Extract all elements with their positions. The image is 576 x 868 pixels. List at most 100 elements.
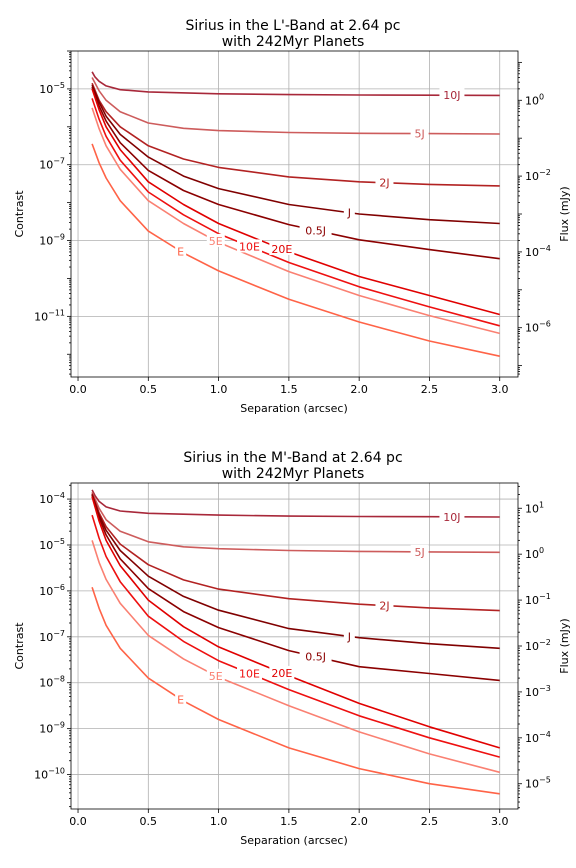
x-tick: 3.0 (491, 377, 509, 396)
series-label-bg-5E (206, 668, 225, 682)
x-tick: 0.0 (69, 809, 87, 828)
series-label-10J: 10J (443, 511, 460, 524)
series-label-20E: 20E (271, 243, 292, 256)
series-label-J: J (347, 207, 351, 220)
y2-tick: 10−6 (518, 320, 551, 335)
x-tick: 1.0 (210, 377, 228, 396)
y2-tick: 100 (518, 546, 544, 561)
series-line-0.5J (91, 86, 500, 260)
mband-title-line1: Sirius in the M'-Band at 2.64 pc (183, 450, 402, 466)
x-tick: 1.5 (280, 377, 298, 396)
x-tick: 2.5 (421, 809, 439, 828)
mband-title-line2: with 242Myr Planets (222, 466, 365, 482)
y2-tick: 10−4 (518, 244, 551, 259)
y2-tick: 101 (518, 500, 544, 515)
series-line-J (91, 84, 500, 225)
x-tick-label: 3.0 (491, 815, 509, 828)
series-label-bg-E (175, 692, 187, 706)
y-tick: 10−9 (39, 233, 71, 248)
series-line-5E (91, 107, 500, 335)
series-label-0.5J: 0.5J (305, 651, 326, 664)
x-tick: 1.5 (280, 809, 298, 828)
y-tick-label: 10−6 (39, 583, 65, 598)
series-label-J: J (347, 630, 351, 643)
x-tick: 3.0 (491, 809, 509, 828)
x-tick: 2.0 (350, 377, 368, 396)
series-label-bg-5J (410, 544, 429, 558)
y-tick: 10−5 (39, 81, 71, 96)
lband-y-ticks: 10−11 10−9 10−7 10−5 (34, 50, 71, 375)
y2-tick: 10−5 (518, 776, 551, 791)
x-tick-label: 1.0 (210, 383, 228, 396)
y-tick: 10−6 (39, 583, 71, 598)
x-tick: 0.0 (69, 377, 87, 396)
series-label-5J: 5J (414, 546, 424, 559)
x-tick-label: 2.5 (421, 383, 439, 396)
lband-line-labels: 10J 5J 2J J 0.5J 20E 10E 5E E (175, 88, 465, 258)
series-line-20E (91, 496, 500, 749)
mband-y-ticks: 10−10 10−9 10−8 10−7 10−6 10−5 10−4 (34, 484, 71, 808)
x-tick-label: 3.0 (491, 383, 509, 396)
series-label-bg-E (175, 244, 187, 258)
series-label-bg-10J (439, 509, 465, 523)
x-tick: 0.5 (140, 809, 158, 828)
series-label-bg-J (343, 629, 355, 643)
series-line-10J (91, 489, 500, 518)
series-label-bg-2J (375, 175, 394, 189)
x-tick: 2.5 (421, 377, 439, 396)
y-tick-label: 10−7 (39, 157, 65, 172)
y2-tick-label: 101 (525, 500, 544, 515)
y2-tick: 10−3 (518, 684, 551, 699)
series-label-10J: 10J (443, 89, 460, 102)
x-tick: 2.0 (350, 809, 368, 828)
series-label-bg-20E (269, 665, 295, 679)
lband-y-axis-label: Contrast (13, 190, 26, 238)
mband-x-axis-label: Separation (arcsec) (240, 834, 348, 847)
lband-chart: Sirius in the L'-Band at 2.64 pc with 24… (13, 18, 571, 415)
x-tick: 0.5 (140, 377, 158, 396)
x-tick-label: 0.5 (140, 815, 158, 828)
mband-y2-axis-label: Flux (mJy) (558, 618, 571, 673)
y-tick: 10−7 (39, 629, 71, 644)
lband-title-line1: Sirius in the L'-Band at 2.64 pc (186, 18, 401, 34)
series-label-bg-10J (439, 88, 465, 102)
series-line-10J (91, 71, 500, 97)
y2-tick-label: 10−2 (525, 638, 551, 653)
y2-tick: 10−2 (518, 638, 551, 653)
series-line-10E (91, 514, 500, 758)
series-line-20E (91, 88, 500, 316)
y2-tick-label: 100 (525, 92, 544, 107)
series-line-5E (91, 540, 500, 774)
mband-series-group (91, 489, 500, 795)
x-tick-label: 0.5 (140, 383, 158, 396)
series-label-5E: 5E (209, 670, 223, 683)
y-tick: 10−10 (34, 767, 71, 782)
y2-tick-label: 10−1 (525, 592, 551, 607)
mband-y2-ticks: 10−5 10−4 10−3 10−2 10−1 100 101 (518, 485, 551, 809)
y-tick-label: 10−9 (39, 721, 65, 736)
series-label-E: E (177, 245, 184, 258)
y2-tick: 100 (518, 92, 544, 107)
lband-y2-axis-label: Flux (mJy) (558, 186, 571, 241)
x-tick-label: 2.5 (421, 815, 439, 828)
mband-line-labels: 10J 5J 2J J 0.5J 20E 10E 5E E (175, 509, 465, 706)
lband-x-ticks: 0.0 0.5 1.0 1.5 2.0 2.5 3.0 (69, 377, 508, 396)
series-label-bg-0.5J (299, 649, 332, 663)
y-tick-label: 10−10 (34, 767, 65, 782)
y2-tick-label: 10−4 (525, 730, 551, 745)
y-tick-label: 10−5 (39, 81, 65, 96)
y-tick: 10−9 (39, 721, 71, 736)
y2-tick-label: 100 (525, 546, 544, 561)
series-line-J (91, 494, 500, 650)
series-label-bg-5J (410, 126, 429, 140)
x-tick-label: 0.0 (69, 383, 87, 396)
x-tick-label: 1.5 (280, 383, 298, 396)
series-label-2J: 2J (379, 177, 389, 190)
y2-tick-label: 10−5 (525, 776, 551, 791)
y-tick-label: 10−9 (39, 233, 65, 248)
series-label-bg-10E (237, 666, 263, 680)
y-tick: 10−8 (39, 675, 71, 690)
lband-x-axis-label: Separation (arcsec) (240, 402, 348, 415)
mband-grid (71, 483, 518, 809)
